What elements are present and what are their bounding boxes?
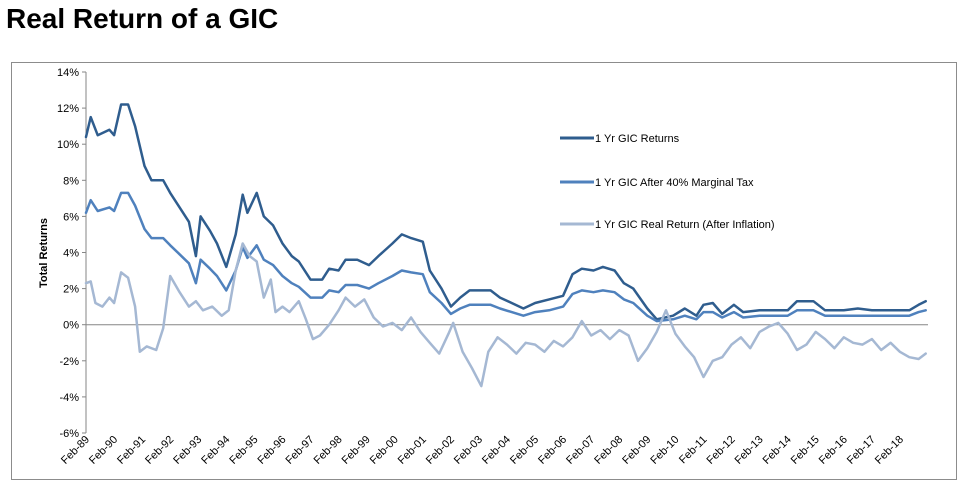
- chart-frame: [11, 62, 957, 480]
- x-tick-label: Feb-08: [592, 434, 625, 467]
- x-tick-label: Feb-15: [789, 434, 822, 467]
- x-tick-label: Feb-09: [620, 434, 653, 467]
- x-tick-label: Feb-96: [255, 434, 288, 467]
- x-tick-label: Feb-91: [115, 434, 148, 467]
- x-tick-label: Feb-01: [396, 434, 429, 467]
- y-tick-label: 4%: [63, 248, 79, 260]
- y-tick-label: 12%: [57, 103, 79, 115]
- series-line-2: [84, 191, 927, 323]
- y-tick-label: 8%: [63, 175, 79, 187]
- x-tick-label: Feb-18: [873, 434, 906, 467]
- x-tick-label: Feb-98: [312, 434, 345, 467]
- series-layer: [84, 103, 927, 388]
- x-tick-label: Feb-17: [845, 434, 878, 467]
- y-tick-label: -6%: [59, 428, 79, 440]
- x-tick-label: Feb-00: [368, 434, 401, 467]
- x-tick-label: Feb-90: [87, 434, 120, 467]
- x-tick-label: Feb-07: [564, 434, 597, 467]
- y-axis: -6% -4% -2% 0% 2% 4% 6% 8% 10% 12% 14%: [57, 67, 87, 440]
- x-tick-label: Feb-10: [648, 434, 681, 467]
- x-tick-label: Feb-93: [171, 434, 204, 467]
- x-tick-label: Feb-12: [705, 434, 738, 467]
- x-tick-label: Feb-03: [452, 434, 485, 467]
- legend: 1 Yr GIC Returns 1 Yr GIC After 40% Margi…: [560, 133, 775, 231]
- x-tick-label: Feb-02: [424, 434, 457, 467]
- legend-label-2: 1 Yr GIC After 40% Marginal Tax: [595, 177, 754, 189]
- y-tick-label: -2%: [59, 356, 79, 368]
- y-tick-label: 10%: [57, 139, 79, 151]
- y-tick-label: -4%: [59, 392, 79, 404]
- legend-label-3: 1 Yr GIC Real Return (After Inflation): [595, 219, 775, 231]
- x-tick-label: Feb-05: [508, 434, 541, 467]
- x-tick-label: Feb-92: [143, 434, 176, 467]
- x-tick-label: Feb-06: [536, 434, 569, 467]
- y-tick-label: 2%: [63, 284, 79, 296]
- x-tick-label: Feb-16: [817, 434, 850, 467]
- x-tick-label: Feb-14: [761, 434, 794, 467]
- legend-label-1: 1 Yr GIC Returns: [595, 133, 680, 145]
- x-tick-label: Feb-94: [199, 434, 232, 467]
- x-tick-label: Feb-04: [480, 434, 513, 467]
- x-tick-label: Feb-97: [284, 434, 317, 467]
- x-tick-label: Feb-11: [677, 434, 710, 467]
- series-line-1: [84, 103, 927, 321]
- page-title: Real Return of a GIC: [6, 3, 279, 34]
- y-axis-title: Total Returns: [38, 218, 50, 288]
- y-tick-label: 0%: [63, 320, 79, 332]
- x-tick-label: Feb-13: [733, 434, 766, 467]
- series-line-3: [84, 242, 927, 388]
- y-tick-label: 14%: [57, 67, 79, 79]
- x-tick-label: Feb-95: [227, 434, 260, 467]
- y-tick-label: 6%: [63, 211, 79, 223]
- x-tick-label: Feb-99: [340, 434, 373, 467]
